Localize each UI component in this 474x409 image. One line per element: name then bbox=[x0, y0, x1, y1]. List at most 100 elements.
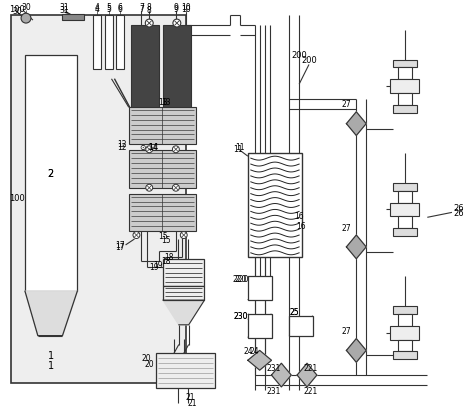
Bar bbox=[398, 217, 411, 229]
Text: 14: 14 bbox=[148, 142, 158, 151]
Text: 12: 12 bbox=[117, 139, 127, 148]
Text: 20: 20 bbox=[145, 359, 154, 368]
Circle shape bbox=[173, 20, 181, 28]
Bar bbox=[398, 68, 411, 80]
Text: 9: 9 bbox=[173, 3, 178, 12]
Circle shape bbox=[173, 146, 179, 153]
Text: 6: 6 bbox=[117, 3, 122, 12]
Text: 2: 2 bbox=[47, 169, 54, 178]
Circle shape bbox=[146, 185, 153, 192]
Text: 100: 100 bbox=[9, 5, 25, 14]
Bar bbox=[393, 352, 418, 360]
Bar bbox=[128, 108, 196, 145]
Text: 15: 15 bbox=[158, 231, 168, 240]
Polygon shape bbox=[25, 292, 77, 336]
Text: 18: 18 bbox=[164, 253, 173, 262]
Polygon shape bbox=[163, 300, 204, 325]
Text: 24: 24 bbox=[243, 346, 253, 355]
Text: 2: 2 bbox=[47, 169, 54, 178]
Bar bbox=[393, 229, 418, 236]
Circle shape bbox=[180, 232, 187, 239]
Bar bbox=[398, 340, 411, 352]
Text: 31: 31 bbox=[60, 3, 69, 12]
Text: 12: 12 bbox=[117, 142, 127, 151]
Text: 1: 1 bbox=[47, 351, 54, 360]
Text: 4: 4 bbox=[94, 3, 100, 12]
Bar bbox=[248, 314, 272, 338]
Bar bbox=[393, 61, 418, 68]
Text: 25: 25 bbox=[289, 308, 299, 317]
Text: 200: 200 bbox=[291, 51, 307, 60]
Text: 1: 1 bbox=[47, 360, 54, 370]
Circle shape bbox=[133, 232, 140, 239]
Text: 25: 25 bbox=[289, 308, 299, 317]
Polygon shape bbox=[346, 112, 366, 136]
Bar bbox=[93, 16, 101, 70]
Polygon shape bbox=[272, 363, 291, 387]
Text: 5: 5 bbox=[106, 5, 111, 14]
Circle shape bbox=[146, 20, 153, 28]
Text: 24: 24 bbox=[250, 346, 260, 355]
Text: 15: 15 bbox=[161, 235, 171, 244]
Bar bbox=[398, 94, 411, 106]
Polygon shape bbox=[346, 339, 366, 362]
Text: 26: 26 bbox=[454, 208, 464, 217]
Text: 13: 13 bbox=[161, 98, 171, 107]
Text: 200: 200 bbox=[301, 56, 317, 65]
Polygon shape bbox=[297, 363, 317, 387]
Text: 21: 21 bbox=[186, 392, 195, 401]
Text: 21: 21 bbox=[188, 398, 197, 407]
Text: 6: 6 bbox=[117, 5, 122, 14]
Bar bbox=[156, 353, 215, 388]
Bar bbox=[393, 183, 418, 191]
Text: 17: 17 bbox=[115, 241, 125, 250]
Bar bbox=[11, 16, 186, 383]
Text: 27: 27 bbox=[342, 326, 351, 335]
Text: 8: 8 bbox=[147, 6, 152, 15]
Bar bbox=[163, 259, 204, 287]
Bar bbox=[163, 287, 204, 300]
Bar bbox=[398, 191, 411, 203]
Text: 26: 26 bbox=[454, 203, 464, 212]
Bar bbox=[390, 326, 419, 340]
Text: 7: 7 bbox=[139, 5, 144, 14]
Bar bbox=[105, 16, 113, 70]
Bar bbox=[63, 15, 84, 21]
Text: 9: 9 bbox=[173, 5, 178, 14]
Text: 4: 4 bbox=[94, 5, 100, 14]
Text: 10: 10 bbox=[181, 5, 191, 14]
Text: 27: 27 bbox=[342, 223, 351, 232]
Bar bbox=[390, 203, 419, 217]
Text: 11: 11 bbox=[235, 142, 245, 151]
Bar bbox=[128, 194, 196, 231]
Bar bbox=[128, 151, 196, 188]
Bar bbox=[390, 80, 419, 94]
Text: 5: 5 bbox=[106, 3, 111, 12]
Text: 100: 100 bbox=[9, 193, 25, 202]
Bar bbox=[131, 26, 159, 115]
Text: 8: 8 bbox=[147, 3, 152, 12]
Text: 230: 230 bbox=[234, 312, 248, 321]
Text: 20: 20 bbox=[141, 353, 151, 362]
Text: 17: 17 bbox=[115, 243, 125, 252]
Bar bbox=[393, 306, 418, 314]
Text: 221: 221 bbox=[304, 387, 318, 396]
Text: 18: 18 bbox=[161, 256, 171, 265]
Text: 16: 16 bbox=[296, 221, 306, 230]
Bar bbox=[248, 277, 272, 300]
Text: 231: 231 bbox=[266, 363, 281, 372]
Bar bbox=[116, 16, 124, 70]
Text: 19: 19 bbox=[153, 261, 163, 270]
Polygon shape bbox=[248, 351, 272, 370]
Bar bbox=[163, 26, 191, 115]
Bar bbox=[398, 314, 411, 326]
Text: 19: 19 bbox=[149, 263, 159, 272]
Text: 220: 220 bbox=[235, 274, 249, 283]
Bar bbox=[25, 56, 77, 292]
Text: 30: 30 bbox=[21, 3, 31, 12]
Text: 30: 30 bbox=[12, 7, 22, 16]
Text: ⊙ 14: ⊙ 14 bbox=[140, 142, 158, 151]
Text: 7: 7 bbox=[139, 3, 144, 12]
Bar bbox=[248, 154, 302, 257]
Circle shape bbox=[21, 14, 31, 24]
